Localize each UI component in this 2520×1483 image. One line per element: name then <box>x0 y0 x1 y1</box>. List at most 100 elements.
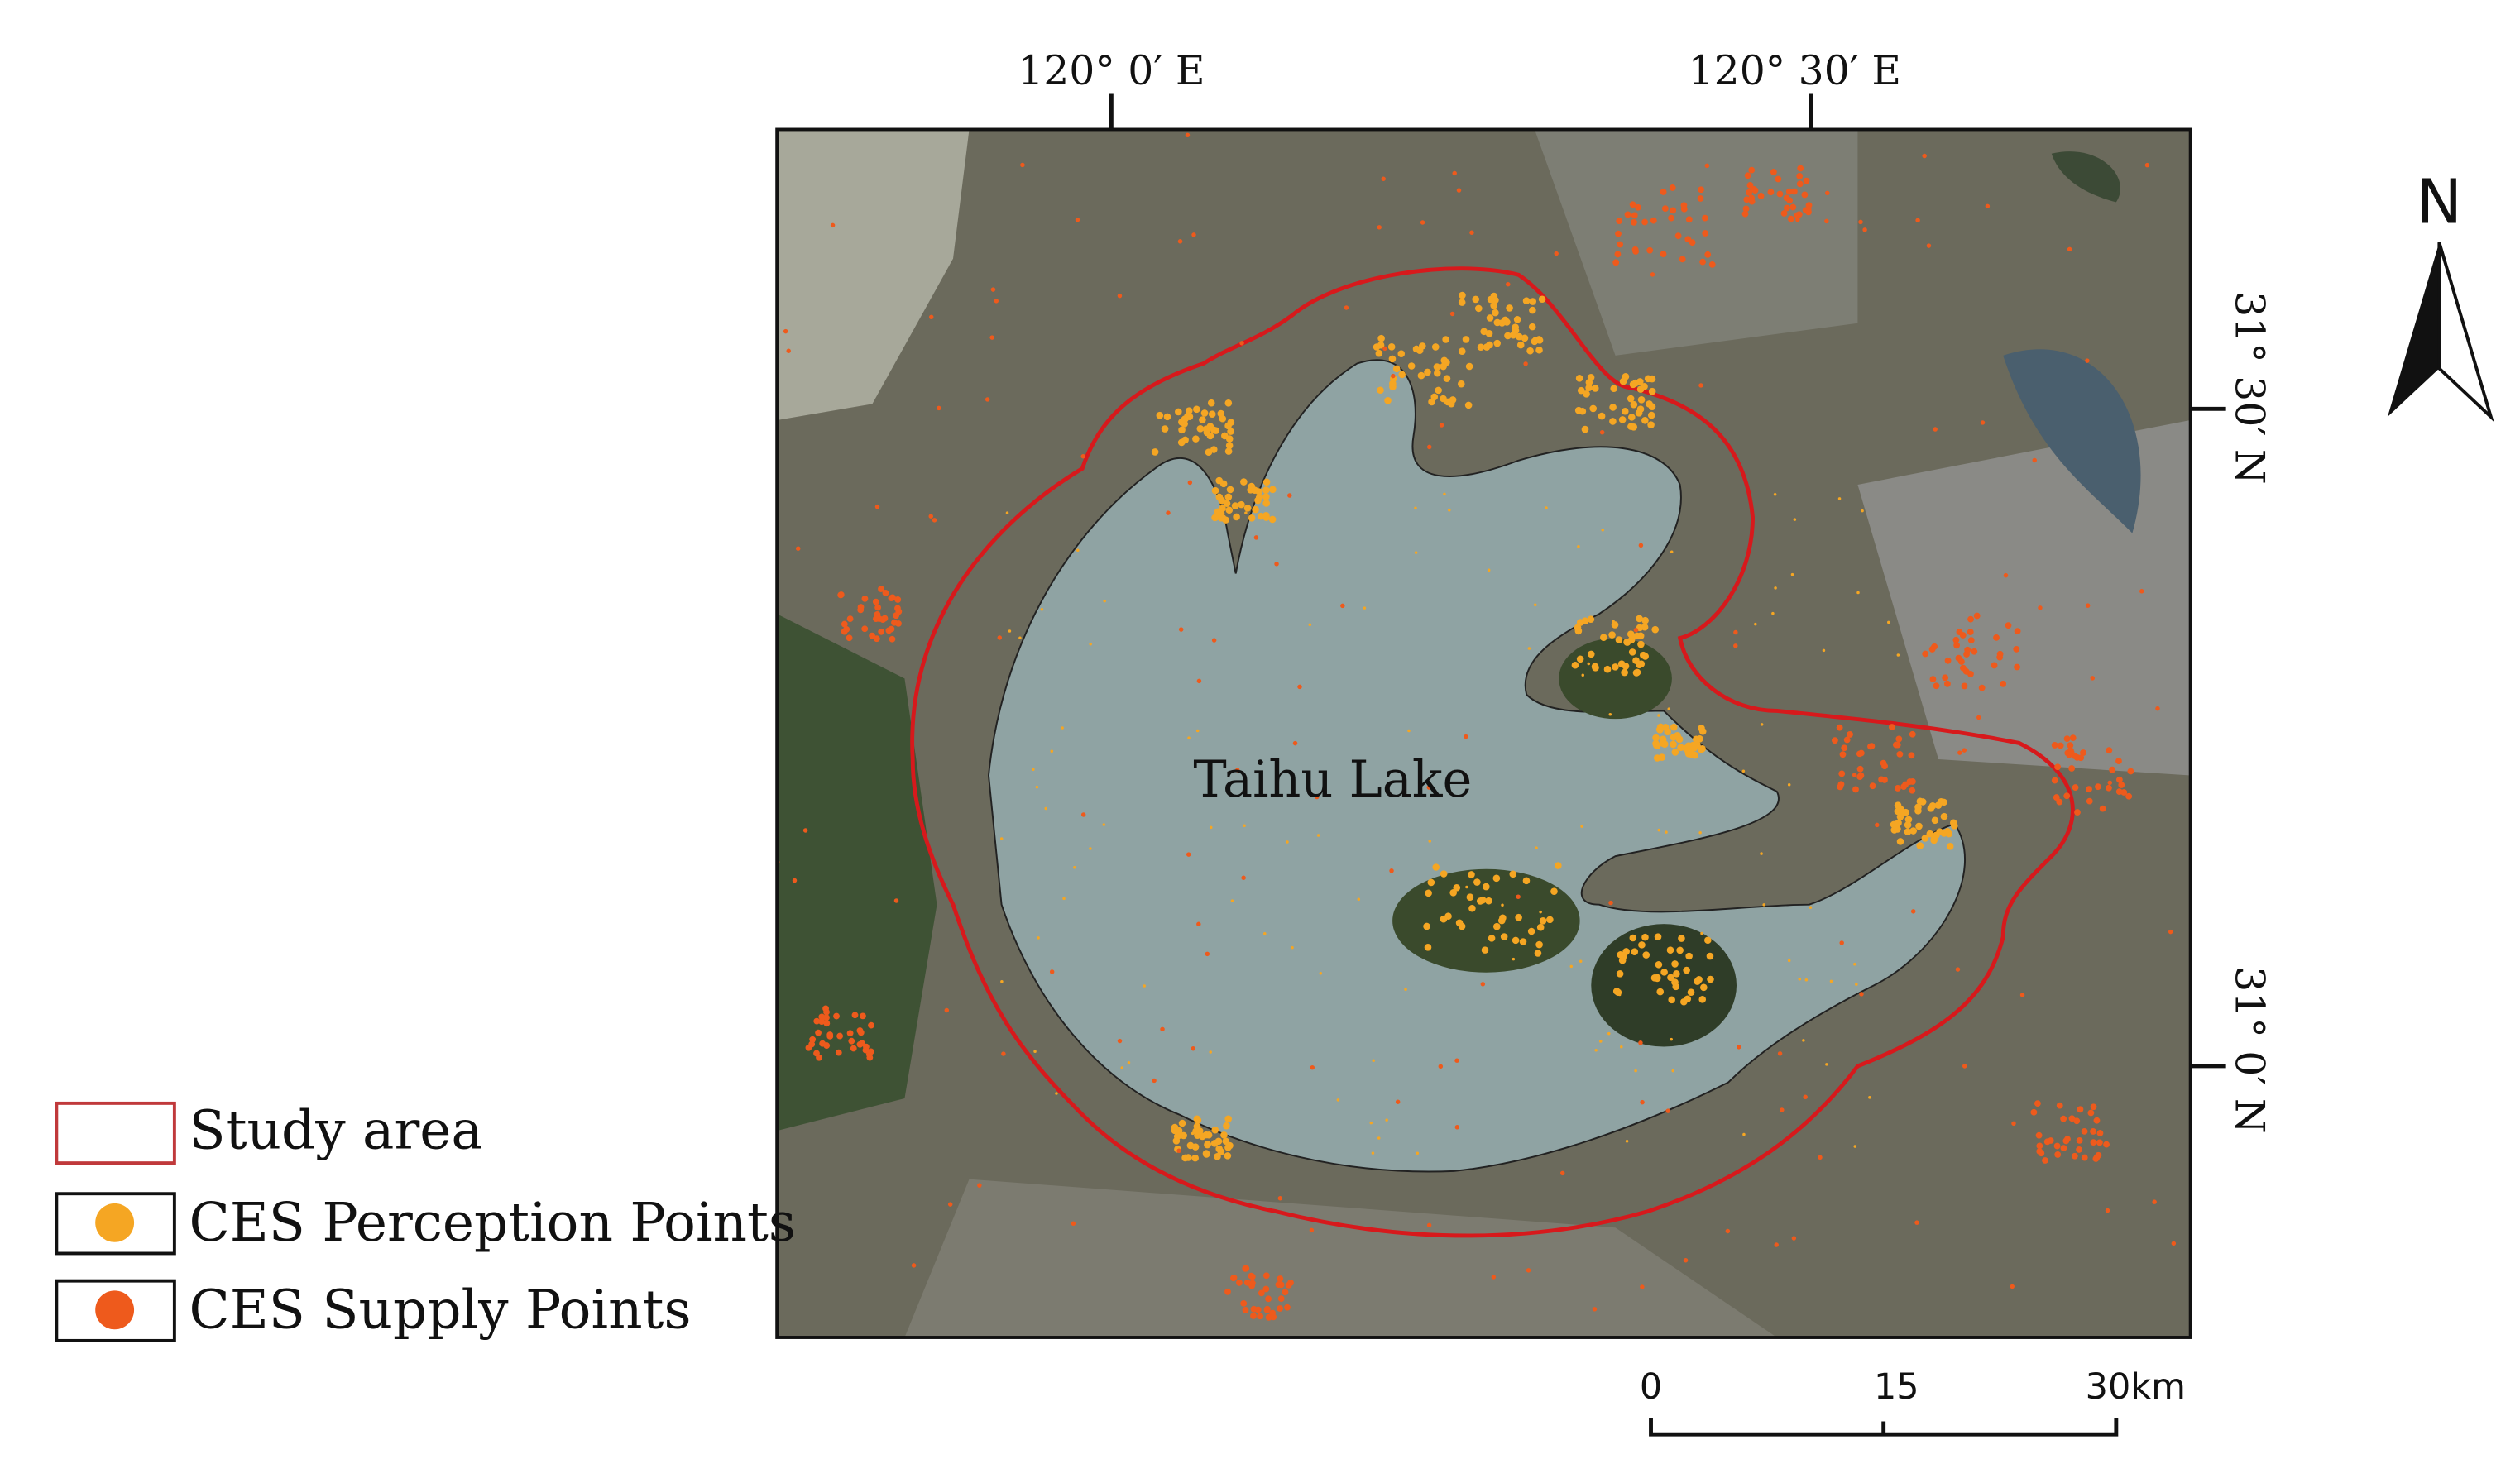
point-symbol <box>2047 1137 2054 1144</box>
point-symbol <box>1803 1094 1808 1099</box>
point-symbol <box>932 518 937 523</box>
point-symbol <box>2038 605 2043 610</box>
point-symbol <box>1707 975 1714 983</box>
point-symbol <box>1964 646 1971 653</box>
point-symbol <box>2125 792 2133 800</box>
point-symbol <box>1704 936 1712 945</box>
point-symbol <box>1737 1045 1741 1050</box>
point-symbol <box>1667 707 1671 710</box>
point-symbol <box>1196 678 1202 684</box>
point-symbol <box>994 299 999 304</box>
point-symbol <box>1598 1040 1603 1043</box>
point-symbol <box>802 828 808 833</box>
point-symbol <box>1452 170 1457 176</box>
point-symbol <box>1210 446 1218 453</box>
point-symbol <box>1638 941 1646 949</box>
point-symbol <box>1955 967 1961 972</box>
point-symbol <box>1161 425 1169 433</box>
point-symbol <box>1655 960 1663 969</box>
point-symbol <box>1691 751 1698 759</box>
point-symbol <box>1837 497 1842 500</box>
point-symbol <box>1950 822 1958 830</box>
point-symbol <box>1575 374 1583 382</box>
point-symbol <box>2036 1142 2043 1150</box>
point-symbol <box>1904 828 1912 835</box>
point-symbol <box>1609 404 1617 411</box>
point-symbol <box>1636 378 1644 385</box>
point-symbol <box>2051 742 2058 749</box>
point-symbol <box>1569 964 1574 969</box>
point-symbol <box>1795 217 1800 222</box>
point-symbol <box>2115 776 2123 783</box>
point-symbol <box>1534 950 1542 957</box>
point-symbol <box>1733 643 1738 648</box>
point-symbol <box>1224 1115 1233 1123</box>
point-symbol <box>1243 1265 1250 1272</box>
point-symbol <box>2095 783 2101 791</box>
point-symbol <box>1831 737 1838 744</box>
point-symbol <box>1839 940 1844 945</box>
point-symbol <box>1875 822 1880 828</box>
point-symbol <box>1554 251 1559 256</box>
point-symbol <box>1748 166 1756 174</box>
point-symbol <box>1741 210 1749 218</box>
point-symbol <box>1624 211 1631 218</box>
point-symbol <box>882 590 889 596</box>
point-symbol <box>1336 1098 1340 1102</box>
point-symbol <box>1181 1154 1189 1162</box>
point-symbol <box>2011 1121 2016 1127</box>
point-symbol <box>1284 1304 1291 1311</box>
point-symbol <box>1843 736 1851 744</box>
point-symbol <box>1802 207 1809 214</box>
point-symbol <box>856 1040 864 1048</box>
point-symbol <box>1191 1154 1200 1162</box>
point-symbol <box>1404 988 1407 992</box>
point-symbol <box>1915 822 1923 830</box>
point-symbol <box>1658 753 1666 761</box>
point-symbol <box>1592 1307 1598 1312</box>
point-symbol <box>1275 1281 1282 1288</box>
point-symbol <box>1952 636 1960 643</box>
point-symbol <box>1238 500 1245 509</box>
point-symbol <box>1448 509 1451 512</box>
point-symbol <box>1953 642 1961 649</box>
point-symbol <box>1163 413 1171 421</box>
point-symbol <box>1587 650 1595 658</box>
peninsula <box>1559 638 1672 720</box>
point-symbol <box>1892 741 1900 749</box>
point-symbol <box>2107 780 2112 786</box>
point-symbol <box>823 1020 831 1027</box>
point-symbol <box>822 1005 829 1012</box>
point-symbol <box>1631 948 1639 955</box>
point-symbol <box>1655 725 1664 734</box>
legend-label: CES Supply Points <box>189 1279 691 1341</box>
point-symbol <box>1796 172 1804 179</box>
point-symbol <box>873 635 880 643</box>
point-symbol <box>1629 934 1637 942</box>
point-symbol <box>1397 350 1406 357</box>
point-symbol <box>1443 358 1450 366</box>
point-symbol <box>1733 629 1738 635</box>
point-symbol <box>1576 655 1584 663</box>
point-symbol <box>1795 211 1803 218</box>
point-symbol <box>1375 349 1383 357</box>
point-symbol <box>1666 946 1674 954</box>
point-symbol <box>2063 792 2071 800</box>
point-symbol <box>861 625 869 633</box>
point-symbol <box>1254 1306 1262 1313</box>
point-symbol <box>1976 715 1981 720</box>
scale-bar: 0 15 30km <box>1640 1366 2186 1437</box>
point-symbol <box>1587 373 1595 381</box>
point-symbol <box>1472 295 1480 304</box>
point-symbol <box>1171 1123 1179 1131</box>
point-symbol <box>1801 191 1809 199</box>
point-symbol <box>1585 384 1593 392</box>
point-symbol <box>1767 189 1775 196</box>
point-symbol <box>1277 1275 1284 1282</box>
point-symbol <box>1175 408 1182 416</box>
point-symbol <box>1217 1148 1225 1155</box>
point-symbol <box>1579 959 1583 963</box>
point-symbol <box>1670 207 1677 214</box>
point-symbol <box>1743 196 1751 203</box>
point-symbol <box>1699 258 1707 266</box>
